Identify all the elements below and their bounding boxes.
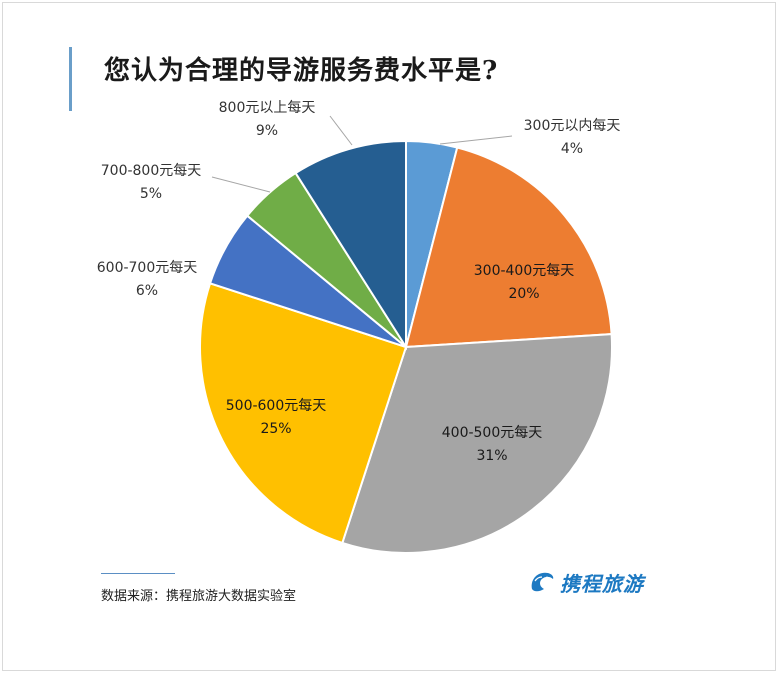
ctrip-logo: 携程旅游 (526, 567, 644, 597)
source-note: 数据来源：携程旅游大数据实验室 (101, 589, 297, 604)
slice-value: 31% (476, 448, 507, 464)
slice-value: 9% (256, 123, 278, 139)
slice-label: 400-500元每天 (442, 425, 543, 441)
slice-label: 500-600元每天 (226, 398, 327, 414)
slice-label: 800元以上每天 (219, 100, 316, 116)
slice-value: 4% (561, 141, 583, 157)
slice-label: 300-400元每天 (474, 263, 575, 279)
chart-title: 您认为合理的导游服务费水平是? (104, 56, 499, 86)
logo-text: 携程旅游 (560, 571, 644, 596)
slice-value: 20% (508, 286, 539, 302)
pie-slice (199, 282, 408, 545)
leader-line (329, 115, 353, 146)
slice-value: 5% (140, 186, 162, 202)
source-divider (101, 573, 175, 574)
pie-slice (404, 146, 613, 349)
dolphin-icon (531, 572, 554, 592)
slice-value: 6% (136, 283, 158, 299)
slice-label: 600-700元每天 (97, 260, 198, 276)
slice-label: 300元以内每天 (524, 118, 621, 134)
slice-label: 700-800元每天 (101, 163, 202, 179)
slice-value: 25% (260, 421, 291, 437)
title-accent-bar (69, 47, 72, 111)
pie-slice (294, 139, 407, 351)
leader-line (211, 176, 271, 193)
pie-slice (341, 333, 613, 554)
leader-line (439, 135, 513, 145)
